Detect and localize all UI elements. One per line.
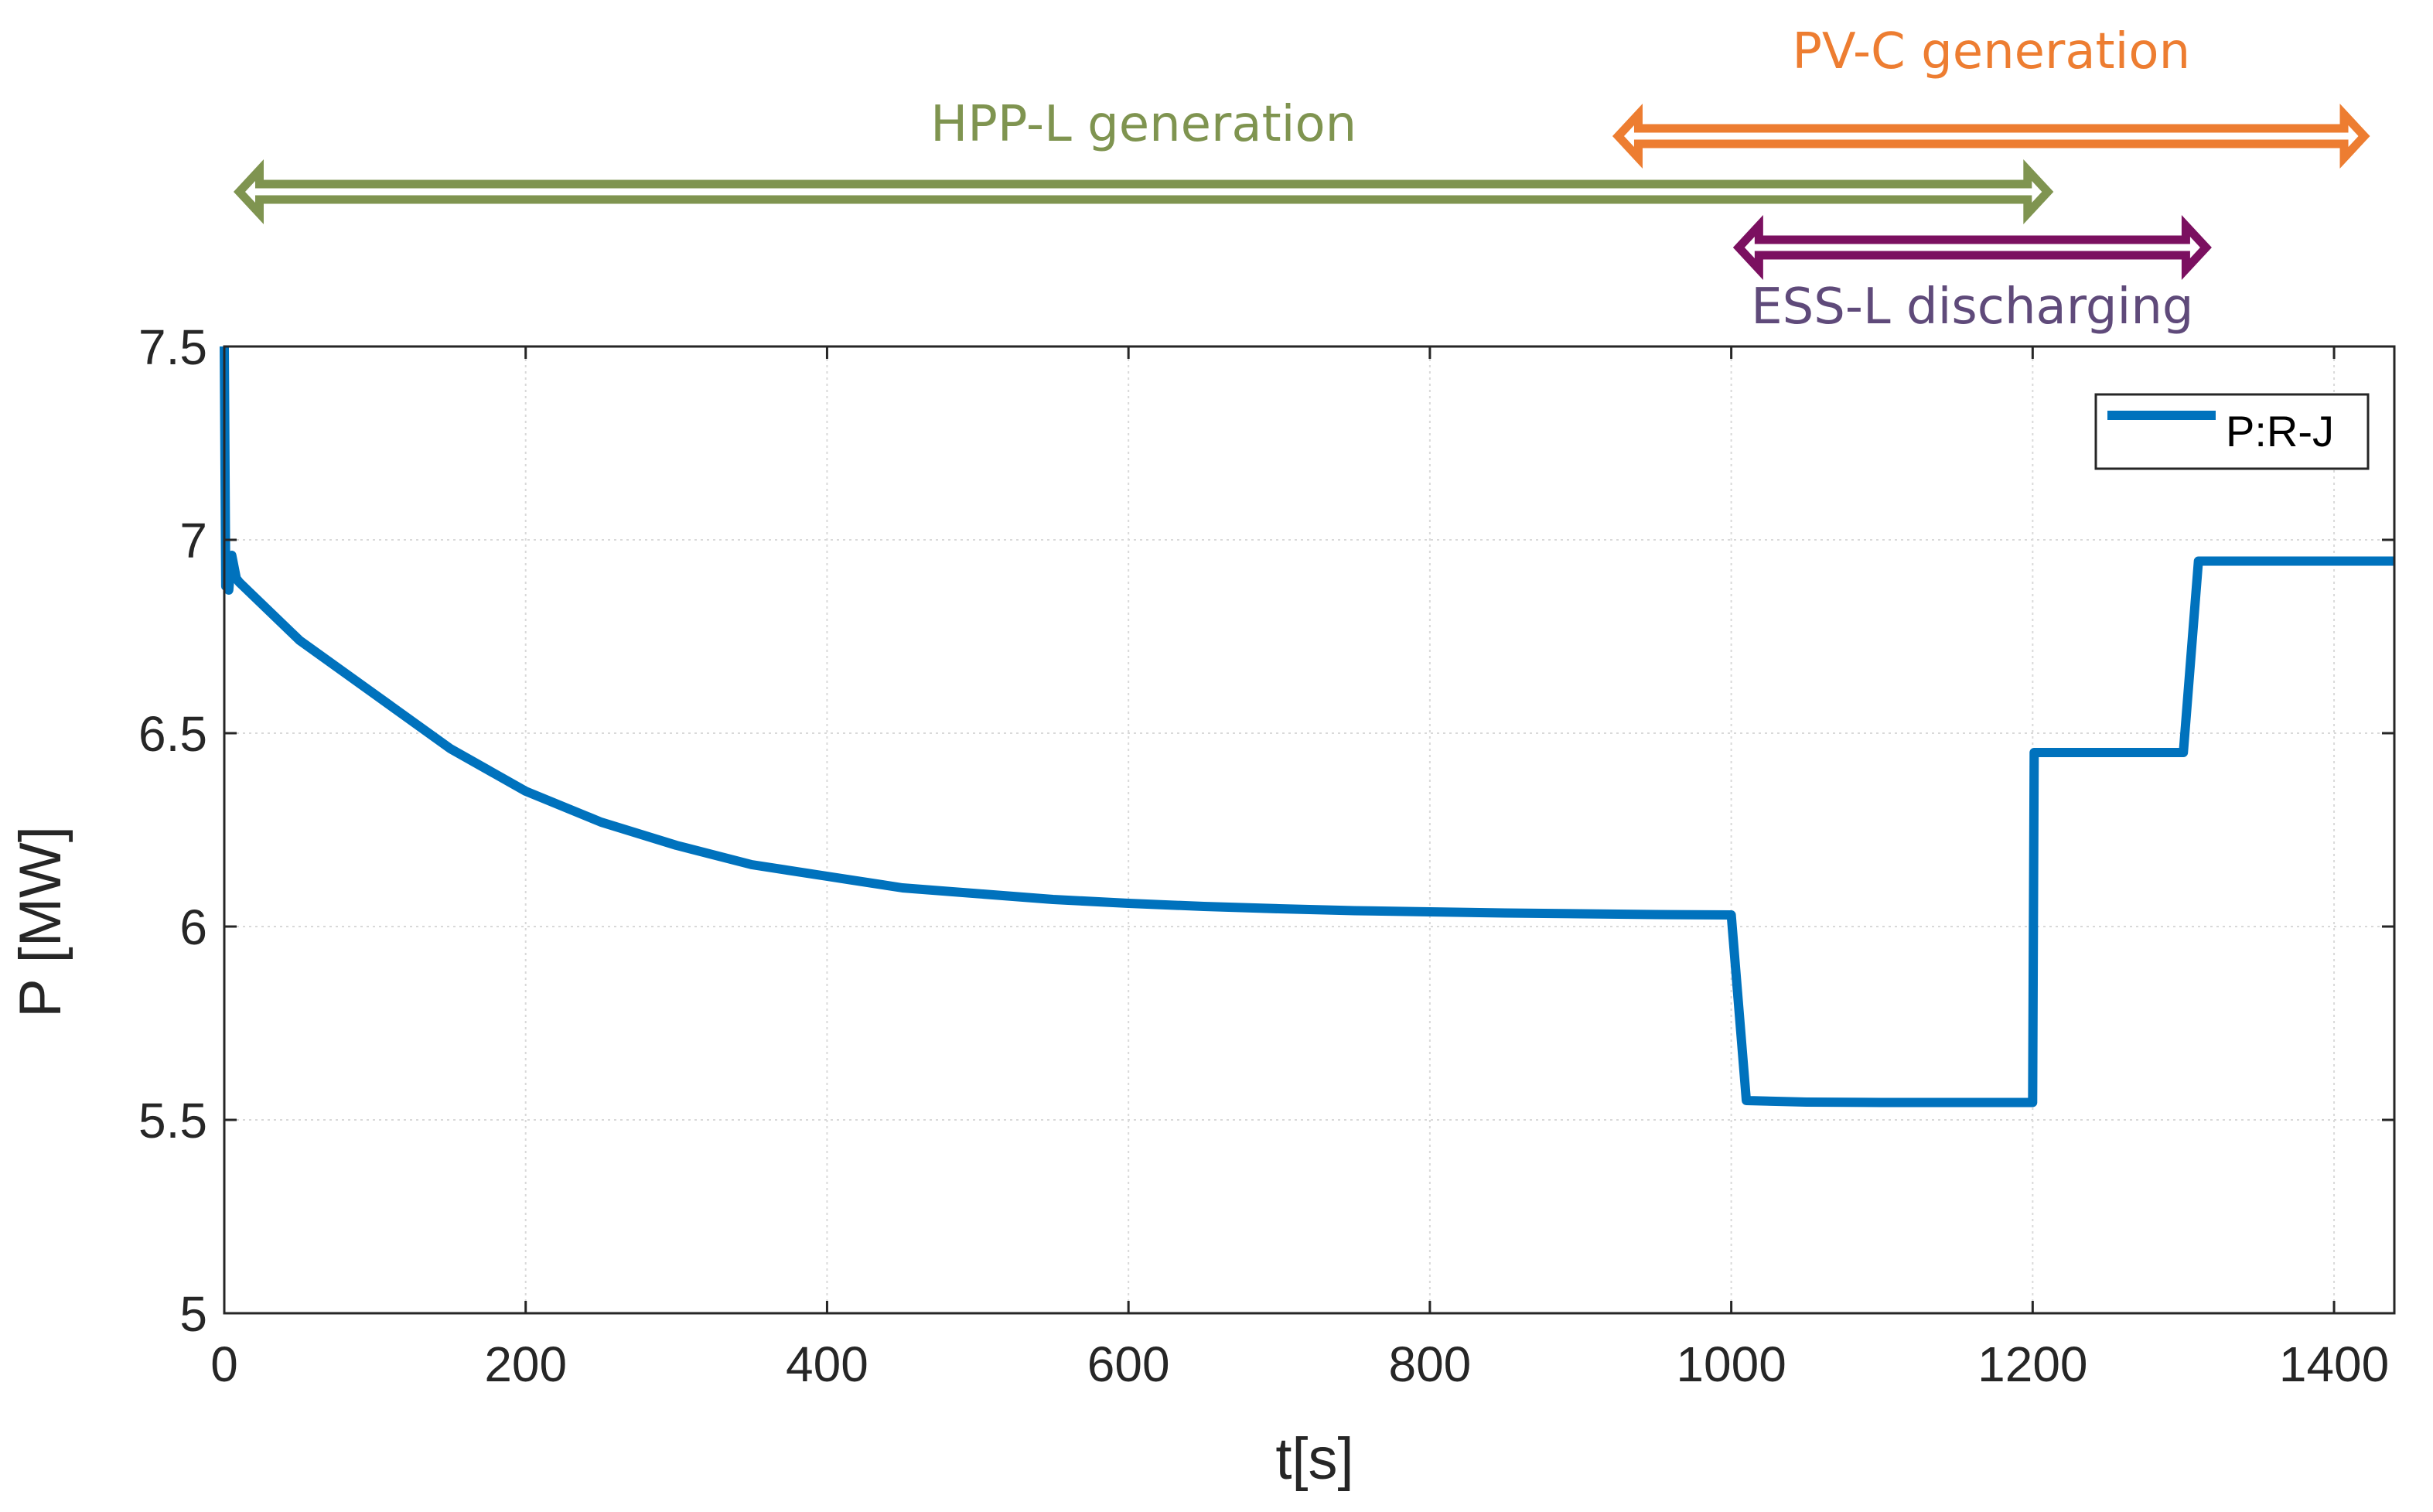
pv-c-generation-arrow xyxy=(1612,103,2370,169)
x-tick-label: 1000 xyxy=(1676,1336,1786,1392)
x-tick-label: 1400 xyxy=(2279,1336,2389,1392)
x-tick-label: 400 xyxy=(786,1336,868,1392)
y-tick-label: 6.5 xyxy=(138,706,207,762)
ess-l-discharging-arrow xyxy=(1732,214,2212,281)
hpp-l-generation-arrow xyxy=(233,159,2054,225)
x-tick-label: 600 xyxy=(1087,1336,1170,1392)
ess-l-discharging-label: ESS-L discharging xyxy=(1751,278,2193,336)
x-tick-label: 200 xyxy=(484,1336,567,1392)
x-tick-labels: 0 200 400 600 800 1000 1200 1400 xyxy=(210,1336,2389,1392)
x-tick-label: 800 xyxy=(1388,1336,1471,1392)
pv-c-generation-annotation: PV-C generation xyxy=(1612,23,2370,169)
y-axis-title: P [MW] xyxy=(8,826,73,1018)
x-axis-title: t[s] xyxy=(1275,1426,1353,1492)
y-tick-label: 5 xyxy=(179,1286,207,1342)
x-tick-label: 0 xyxy=(210,1336,238,1392)
hpp-l-generation-annotation: HPP-L generation xyxy=(233,96,2054,225)
pv-c-generation-label: PV-C generation xyxy=(1792,23,2190,80)
y-tick-label: 6 xyxy=(179,899,207,955)
series-group xyxy=(220,346,2394,1108)
legend: P:R-J xyxy=(2094,393,2370,470)
y-tick-label: 7 xyxy=(179,513,207,568)
y-tick-label: 5.5 xyxy=(138,1093,207,1149)
y-tick-label: 7.5 xyxy=(138,319,207,375)
series-line-p-r-j xyxy=(220,346,2394,1108)
legend-box xyxy=(2094,393,2370,470)
axes-box xyxy=(223,345,2396,1315)
hpp-l-generation-label: HPP-L generation xyxy=(930,96,1356,153)
period-annotations: HPP-L generation PV-C generation ESS-L d… xyxy=(233,23,2370,336)
ess-l-discharging-annotation: ESS-L discharging xyxy=(1732,214,2212,336)
x-tick-label: 1200 xyxy=(1977,1336,2087,1392)
tick-marks xyxy=(223,345,2394,1315)
legend-entry-label: P:R-J xyxy=(2226,407,2334,456)
y-tick-labels: 5 5.5 6 6.5 7 7.5 xyxy=(138,319,207,1342)
